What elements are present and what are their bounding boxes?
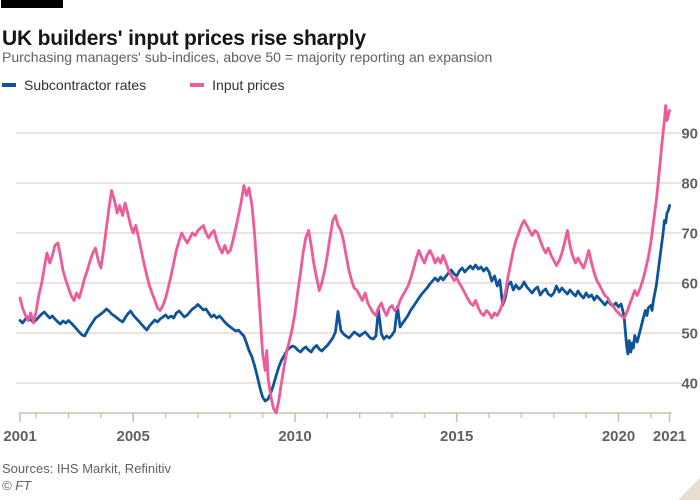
y-axis-label: 50 — [681, 326, 698, 343]
legend-swatch-input-prices — [190, 83, 205, 87]
x-axis-end-label: 2021 — [653, 428, 686, 445]
y-axis-label: 90 — [681, 126, 698, 143]
x-axis-label: 2001 — [3, 428, 36, 445]
x-axis-label: 2010 — [278, 428, 311, 445]
x-axis-label: 2015 — [440, 428, 473, 445]
legend-item-input-prices: Input prices — [190, 77, 285, 93]
x-axis-label: 2020 — [602, 428, 635, 445]
series-line-input-prices — [18, 104, 671, 415]
y-axis-label: 60 — [681, 276, 698, 293]
chart-legend: Subcontractor rates Input prices — [2, 77, 329, 93]
sources-line: Sources: IHS Markit, Refinitiv — [2, 461, 172, 476]
legend-item-subcontractor-rates: Subcontractor rates — [2, 77, 146, 93]
corner-drag-triangle-icon — [678, 478, 700, 500]
legend-label-subcontractor-rates: Subcontractor rates — [24, 77, 147, 93]
y-axis-label: 70 — [681, 226, 698, 243]
y-axis-label: 80 — [681, 176, 698, 193]
page-title: UK builders' input prices rise sharply — [2, 27, 366, 51]
legend-label-input-prices: Input prices — [212, 77, 285, 93]
ft-brand-bar — [1, 0, 63, 8]
series-line-subcontractor-rates — [18, 204, 671, 403]
legend-swatch-subcontractor-rates — [2, 83, 16, 87]
ft-copyright: © FT — [2, 478, 32, 493]
y-axis-label: 40 — [681, 376, 698, 393]
x-axis-label: 2005 — [117, 428, 150, 445]
chart-subtitle: Purchasing managers' sub-indices, above … — [2, 49, 493, 65]
